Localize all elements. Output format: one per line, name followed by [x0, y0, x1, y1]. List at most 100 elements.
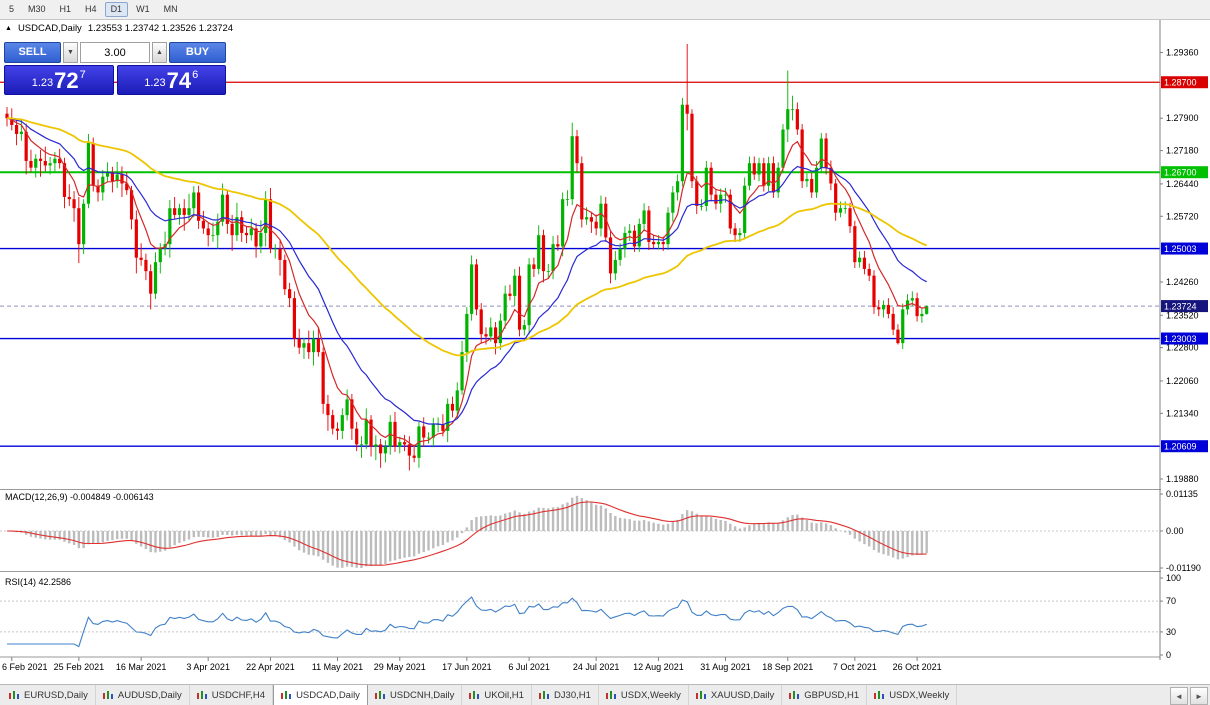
- svg-text:31 Aug 2021: 31 Aug 2021: [700, 662, 751, 672]
- level-price-label: [1161, 242, 1208, 255]
- macd-signal-line: [6, 501, 927, 566]
- svg-text:6 Jul 2021: 6 Jul 2021: [508, 662, 550, 672]
- svg-text:16 Mar 2021: 16 Mar 2021: [116, 662, 167, 672]
- mini-chart-icon: [102, 690, 113, 699]
- tabs-scroll-left-button[interactable]: ◄: [1170, 687, 1188, 705]
- svg-text:0: 0: [1166, 650, 1171, 660]
- chart-tab-xauusd-8[interactable]: XAUUSD,Daily: [689, 685, 783, 705]
- level-price-label: [1161, 332, 1208, 345]
- svg-text:1.23003: 1.23003: [1164, 334, 1197, 344]
- svg-text:1.27180: 1.27180: [1166, 146, 1199, 156]
- horizontal-level-lines: [0, 81, 1160, 447]
- bid-price-pips: 72: [54, 68, 79, 93]
- svg-text:1.21340: 1.21340: [1166, 408, 1199, 418]
- chart-tab-eurusd-0[interactable]: EURUSD,Daily: [2, 685, 96, 705]
- volume-dropdown-button[interactable]: ▼: [63, 42, 78, 63]
- svg-text:1.23520: 1.23520: [1166, 310, 1199, 320]
- svg-text:1.25720: 1.25720: [1166, 211, 1199, 221]
- chart-tab-dj30-6[interactable]: DJ30,H1: [532, 685, 599, 705]
- svg-text:30: 30: [1166, 627, 1176, 637]
- svg-text:17 Jun 2021: 17 Jun 2021: [442, 662, 492, 672]
- svg-text:11 May 2021: 11 May 2021: [312, 662, 363, 672]
- bid-price-prefix: 1.23: [31, 77, 54, 89]
- chart-ohlc-header: ▲ USDCAD,Daily 1.23553 1.23742 1.23526 1…: [5, 23, 233, 34]
- chart-tab-audusd-1[interactable]: AUDUSD,Daily: [96, 685, 190, 705]
- mini-chart-icon: [874, 690, 885, 699]
- chart-tab-ukoil-5[interactable]: UKOil,H1: [462, 685, 532, 705]
- candlesticks-layer: [5, 43, 929, 471]
- svg-text:25 Feb 2021: 25 Feb 2021: [54, 662, 105, 672]
- chart-tab-usdx-10[interactable]: USDX,Weekly: [867, 685, 958, 705]
- svg-text:24 Jul 2021: 24 Jul 2021: [573, 662, 620, 672]
- svg-text:0.01135: 0.01135: [1166, 489, 1198, 499]
- svg-text:18 Sep 2021: 18 Sep 2021: [762, 662, 813, 672]
- rsi-indicator-label: RSI(14) 42.2586: [5, 577, 72, 587]
- mini-chart-icon: [374, 690, 385, 699]
- ask-price-box[interactable]: 1.23 74 6: [116, 65, 226, 95]
- timeframe-toolbar: 5 M30 H1 H4 D1 W1 MN: [0, 0, 1210, 20]
- svg-text:1.26440: 1.26440: [1166, 179, 1199, 189]
- timeframe-button-mn[interactable]: MN: [163, 4, 178, 14]
- mini-chart-icon: [789, 690, 800, 699]
- svg-text:100: 100: [1166, 573, 1181, 583]
- timeframe-button-d1[interactable]: D1: [104, 2, 129, 17]
- svg-text:0.00: 0.00: [1166, 526, 1184, 536]
- ma-line-20: [6, 117, 927, 426]
- timeframe-button-m30[interactable]: M30: [28, 4, 46, 14]
- timeframe-button-h1[interactable]: H1: [59, 4, 72, 14]
- chart-canvas[interactable]: 1.29360 1.27900 1.27180 1.26440 1.25720 1.242…: [0, 20, 1210, 684]
- chart-tab-usdcad-3[interactable]: USDCAD,Daily: [273, 685, 368, 705]
- svg-text:1.20609: 1.20609: [1164, 442, 1197, 452]
- mini-chart-icon: [695, 690, 706, 699]
- ma-line-8: [6, 117, 927, 448]
- bid-price-box[interactable]: 1.23 72 7: [4, 65, 114, 95]
- svg-text:70: 70: [1166, 596, 1176, 606]
- timeframe-button-5[interactable]: 5: [9, 4, 15, 14]
- date-axis[interactable]: 6 Feb 2021 25 Feb 2021 16 Mar 2021 3 Apr 20…: [2, 657, 942, 672]
- chart-tab-usdx-7[interactable]: USDX,Weekly: [599, 685, 689, 705]
- svg-text:1.22060: 1.22060: [1166, 376, 1199, 386]
- timeframe-button-h4[interactable]: H4: [85, 4, 97, 14]
- macd-indicator-label: MACD(12,26,9) -0.004849 -0.006143: [5, 492, 154, 502]
- svg-text:3 Apr 2021: 3 Apr 2021: [186, 662, 230, 672]
- svg-text:-0.01190: -0.01190: [1166, 563, 1201, 573]
- svg-text:12 Aug 2021: 12 Aug 2021: [633, 662, 684, 672]
- chevron-up-icon: ▲: [156, 49, 163, 56]
- svg-text:1.19880: 1.19880: [1166, 474, 1199, 484]
- mini-chart-icon: [538, 690, 549, 699]
- collapse-triangle-icon: ▲: [5, 25, 12, 32]
- chevron-down-icon: ▼: [67, 49, 74, 56]
- tabs-scroll-right-button[interactable]: ►: [1190, 687, 1208, 705]
- trade-panel-prices: 1.23 72 7 1.23 74 6: [4, 65, 226, 95]
- rsi-line: [7, 596, 927, 648]
- svg-text:29 May 2021: 29 May 2021: [374, 662, 426, 672]
- volume-increase-button[interactable]: ▲: [152, 42, 167, 63]
- buy-button[interactable]: BUY: [169, 42, 226, 63]
- volume-input[interactable]: [80, 42, 150, 63]
- chart-tab-usdchf-2[interactable]: USDCHF,H4: [190, 685, 274, 705]
- svg-text:6 Feb 2021: 6 Feb 2021: [2, 662, 48, 672]
- price-scale[interactable]: 1.29360 1.27900 1.27180 1.26440 1.25720 1.242…: [1160, 48, 1208, 660]
- tabs-scroll-buttons: ◄ ►: [1168, 687, 1208, 705]
- bid-price-point: 7: [79, 69, 86, 81]
- current-price-label: [1161, 300, 1208, 313]
- svg-text:1.29360: 1.29360: [1166, 48, 1199, 58]
- level-price-label: [1161, 440, 1208, 453]
- chart-tabs: EURUSD,Daily AUDUSD,Daily USDCHF,H4 USDCAD,…: [2, 685, 958, 705]
- svg-text:22 Apr 2021: 22 Apr 2021: [246, 662, 295, 672]
- svg-text:1.28700: 1.28700: [1164, 78, 1197, 88]
- chart-tab-gbpusd-9[interactable]: GBPUSD,H1: [782, 685, 868, 705]
- mini-chart-icon: [281, 690, 292, 699]
- timeframe-button-w1[interactable]: W1: [136, 4, 150, 14]
- chart-area: 1.29360 1.27900 1.27180 1.26440 1.25720 1.242…: [0, 20, 1210, 684]
- level-price-label: [1161, 76, 1208, 89]
- ma-line-60: [6, 117, 928, 357]
- svg-text:1.23724: 1.23724: [1164, 302, 1197, 312]
- chart-tab-usdcnh-4[interactable]: USDCNH,Daily: [368, 685, 463, 705]
- mini-chart-icon: [469, 690, 480, 699]
- svg-text:1.22800: 1.22800: [1166, 343, 1199, 353]
- svg-text:1.25003: 1.25003: [1164, 244, 1197, 254]
- sell-button[interactable]: SELL: [4, 42, 61, 63]
